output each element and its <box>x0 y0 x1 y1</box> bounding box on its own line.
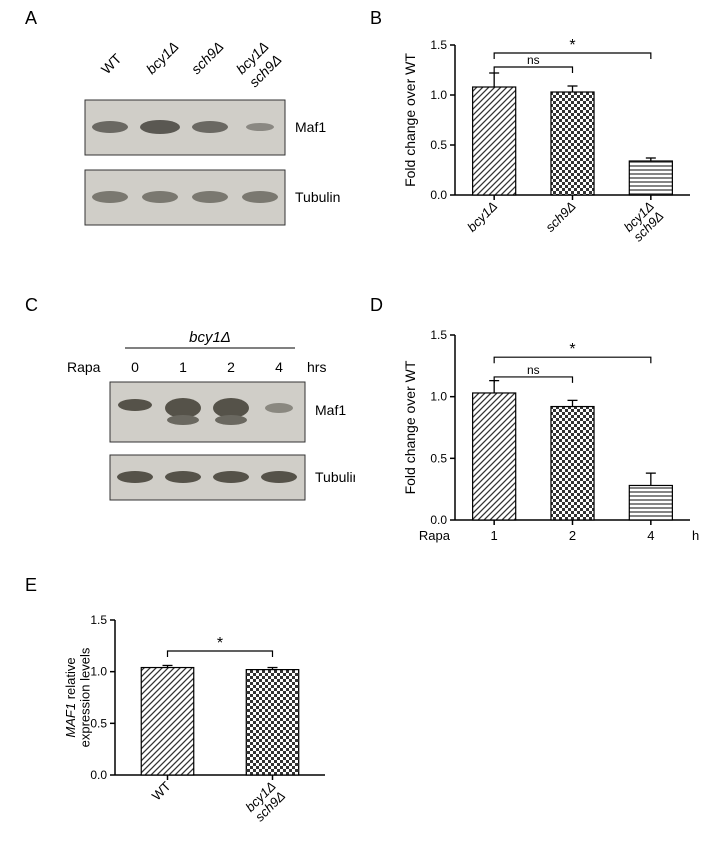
svg-text:1: 1 <box>491 528 498 543</box>
svg-text:1.0: 1.0 <box>90 665 107 679</box>
svg-text:bcy1Δsch9Δ: bcy1Δsch9Δ <box>621 199 667 245</box>
panel-label-c: C <box>25 295 38 316</box>
svg-text:*: * <box>217 635 223 652</box>
svg-text:4: 4 <box>647 528 654 543</box>
svg-text:0.5: 0.5 <box>430 451 447 465</box>
svg-text:4: 4 <box>275 359 283 375</box>
panel-a-blot: WT bcy1Δ sch9Δ bcy1Δ sch9Δ Maf1 Tubulin <box>75 30 355 260</box>
svg-text:0.0: 0.0 <box>90 768 107 782</box>
panel-label-a: A <box>25 8 37 29</box>
svg-text:bcy1Δ: bcy1Δ <box>143 38 182 77</box>
svg-text:ns: ns <box>527 363 540 377</box>
svg-text:1.0: 1.0 <box>430 88 447 102</box>
svg-text:0.0: 0.0 <box>430 513 447 527</box>
svg-text:1.5: 1.5 <box>430 328 447 342</box>
svg-text:Rapa: Rapa <box>419 528 451 543</box>
svg-text:1.5: 1.5 <box>90 613 107 627</box>
svg-text:sch9Δ: sch9Δ <box>542 199 578 235</box>
panel-e-chart: 0.0 0.5 1.0 1.5 MAF1 relativeexpression leve… <box>55 595 335 855</box>
svg-text:*: * <box>569 341 575 358</box>
panel-label-d: D <box>370 295 383 316</box>
svg-text:Fold change over WT: Fold change over WT <box>402 360 418 494</box>
svg-text:*: * <box>569 37 575 54</box>
svg-text:1: 1 <box>179 359 187 375</box>
panel-label-b: B <box>370 8 382 29</box>
svg-text:sch9Δ: sch9Δ <box>188 38 227 77</box>
svg-text:Maf1: Maf1 <box>295 119 326 135</box>
svg-text:2: 2 <box>227 359 235 375</box>
svg-text:bcy1Δ: bcy1Δ <box>189 329 231 346</box>
svg-text:0.0: 0.0 <box>430 188 447 202</box>
panel-label-e: E <box>25 575 37 596</box>
svg-text:Fold change over WT: Fold change over WT <box>402 53 418 187</box>
svg-text:2: 2 <box>569 528 576 543</box>
svg-text:1.0: 1.0 <box>430 390 447 404</box>
svg-text:Rapa: Rapa <box>67 359 101 375</box>
panel-c-blot: bcy1Δ Rapa 0 1 2 4 hrs Maf1 Tubulin <box>55 320 355 540</box>
svg-text:WT: WT <box>98 50 125 77</box>
panel-d-chart: 0.0 0.5 1.0 1.5 Fold change over WT Rapa 1 2 4 hr… <box>400 310 700 560</box>
svg-text:0.5: 0.5 <box>90 716 107 730</box>
svg-text:1.5: 1.5 <box>430 38 447 52</box>
svg-text:Tubulin: Tubulin <box>315 469 355 485</box>
svg-text:WT: WT <box>149 778 174 803</box>
panel-b-chart: 0.00.51.01.5Fold change over WTbcy1Δsch9… <box>400 20 700 270</box>
svg-text:MAF1 relativeexpression levels: MAF1 relativeexpression levels <box>63 647 92 747</box>
svg-text:hrs: hrs <box>307 359 326 375</box>
svg-text:ns: ns <box>527 53 540 67</box>
svg-text:0: 0 <box>131 359 139 375</box>
svg-text:Maf1: Maf1 <box>315 402 346 418</box>
svg-text:hrs: hrs <box>692 528 700 543</box>
svg-text:Tubulin: Tubulin <box>295 189 340 205</box>
svg-text:bcy1Δ: bcy1Δ <box>464 199 500 235</box>
svg-text:0.5: 0.5 <box>430 138 447 152</box>
svg-text:bcy1Δsch9Δ: bcy1Δsch9Δ <box>242 779 288 825</box>
